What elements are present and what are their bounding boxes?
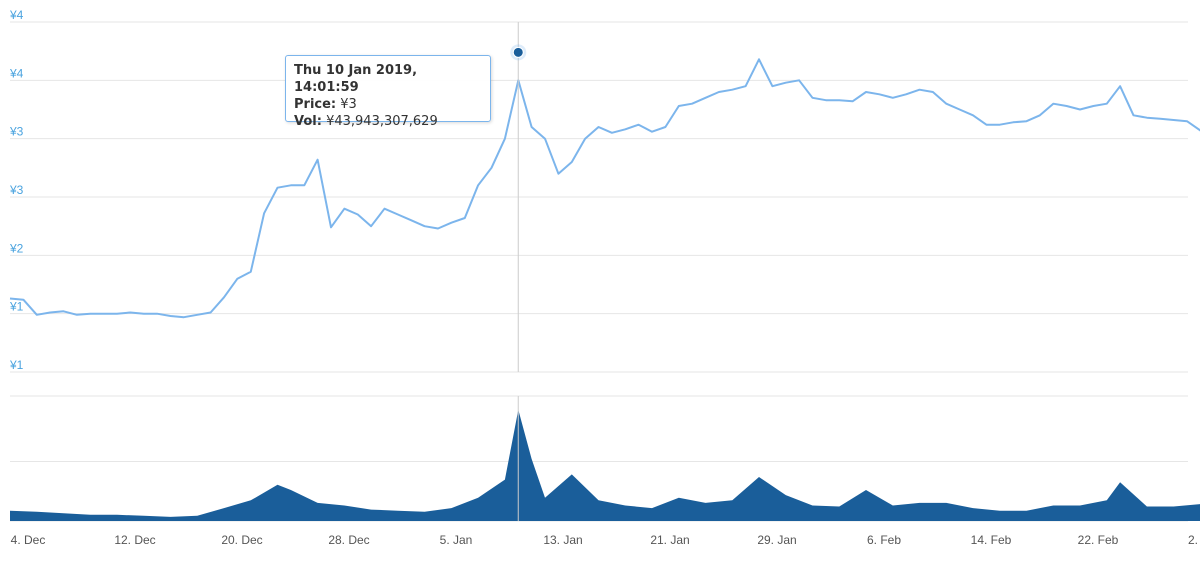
crosshair [510, 22, 527, 521]
x-tick-label: 4. Dec [11, 533, 46, 547]
tooltip-price-label: Price: [294, 97, 337, 112]
y-tick-label: ¥2 [9, 241, 24, 255]
tooltip-price-row: Price: ¥3 [294, 96, 482, 113]
tooltip-vol-row: Vol: ¥43,943,307,629 [294, 113, 482, 130]
hover-marker [512, 46, 524, 58]
x-tick-label: 22. Feb [1078, 533, 1119, 547]
x-tick-label: 21. Jan [650, 533, 689, 547]
y-axis-ticks: ¥4 ¥4 ¥3 ¥3 ¥2 ¥1 ¥1 [9, 8, 24, 372]
volume-area [10, 409, 1200, 521]
price-series [9, 58, 1200, 319]
tooltip-date: Thu 10 Jan 2019, 14:01:59 [294, 63, 418, 95]
x-tick-label: 20. Dec [221, 533, 262, 547]
x-tick-label: 12. Dec [114, 533, 155, 547]
x-tick-label: 2. Mar [1188, 533, 1200, 547]
x-tick-label: 14. Feb [971, 533, 1012, 547]
price-line [9, 58, 1200, 319]
x-tick-label: 5. Jan [440, 533, 473, 547]
y-tick-label: ¥3 [9, 183, 24, 197]
y-tick-label: ¥1 [9, 300, 24, 314]
y-tick-label: ¥3 [9, 125, 24, 139]
y-tick-label: ¥4 [9, 66, 24, 80]
price-gridlines [10, 21, 1188, 373]
x-tick-label: 29. Jan [757, 533, 796, 547]
x-tick-label: 13. Jan [543, 533, 582, 547]
y-tick-label: ¥4 [9, 8, 24, 22]
volume-series [10, 409, 1200, 521]
tooltip-vol-label: Vol: [294, 114, 322, 129]
x-tick-label: 6. Feb [867, 533, 901, 547]
tooltip-vol-value: ¥43,943,307,629 [326, 114, 438, 129]
y-tick-label: ¥1 [9, 358, 24, 372]
x-tick-label: 28. Dec [328, 533, 369, 547]
x-axis-ticks: 4. Dec 12. Dec 20. Dec 28. Dec 5. Jan 13. Jan… [11, 533, 1200, 547]
tooltip-price-value: ¥3 [340, 97, 357, 112]
tooltip: Thu 10 Jan 2019, 14:01:59 Price: ¥3 Vol:… [285, 55, 491, 129]
